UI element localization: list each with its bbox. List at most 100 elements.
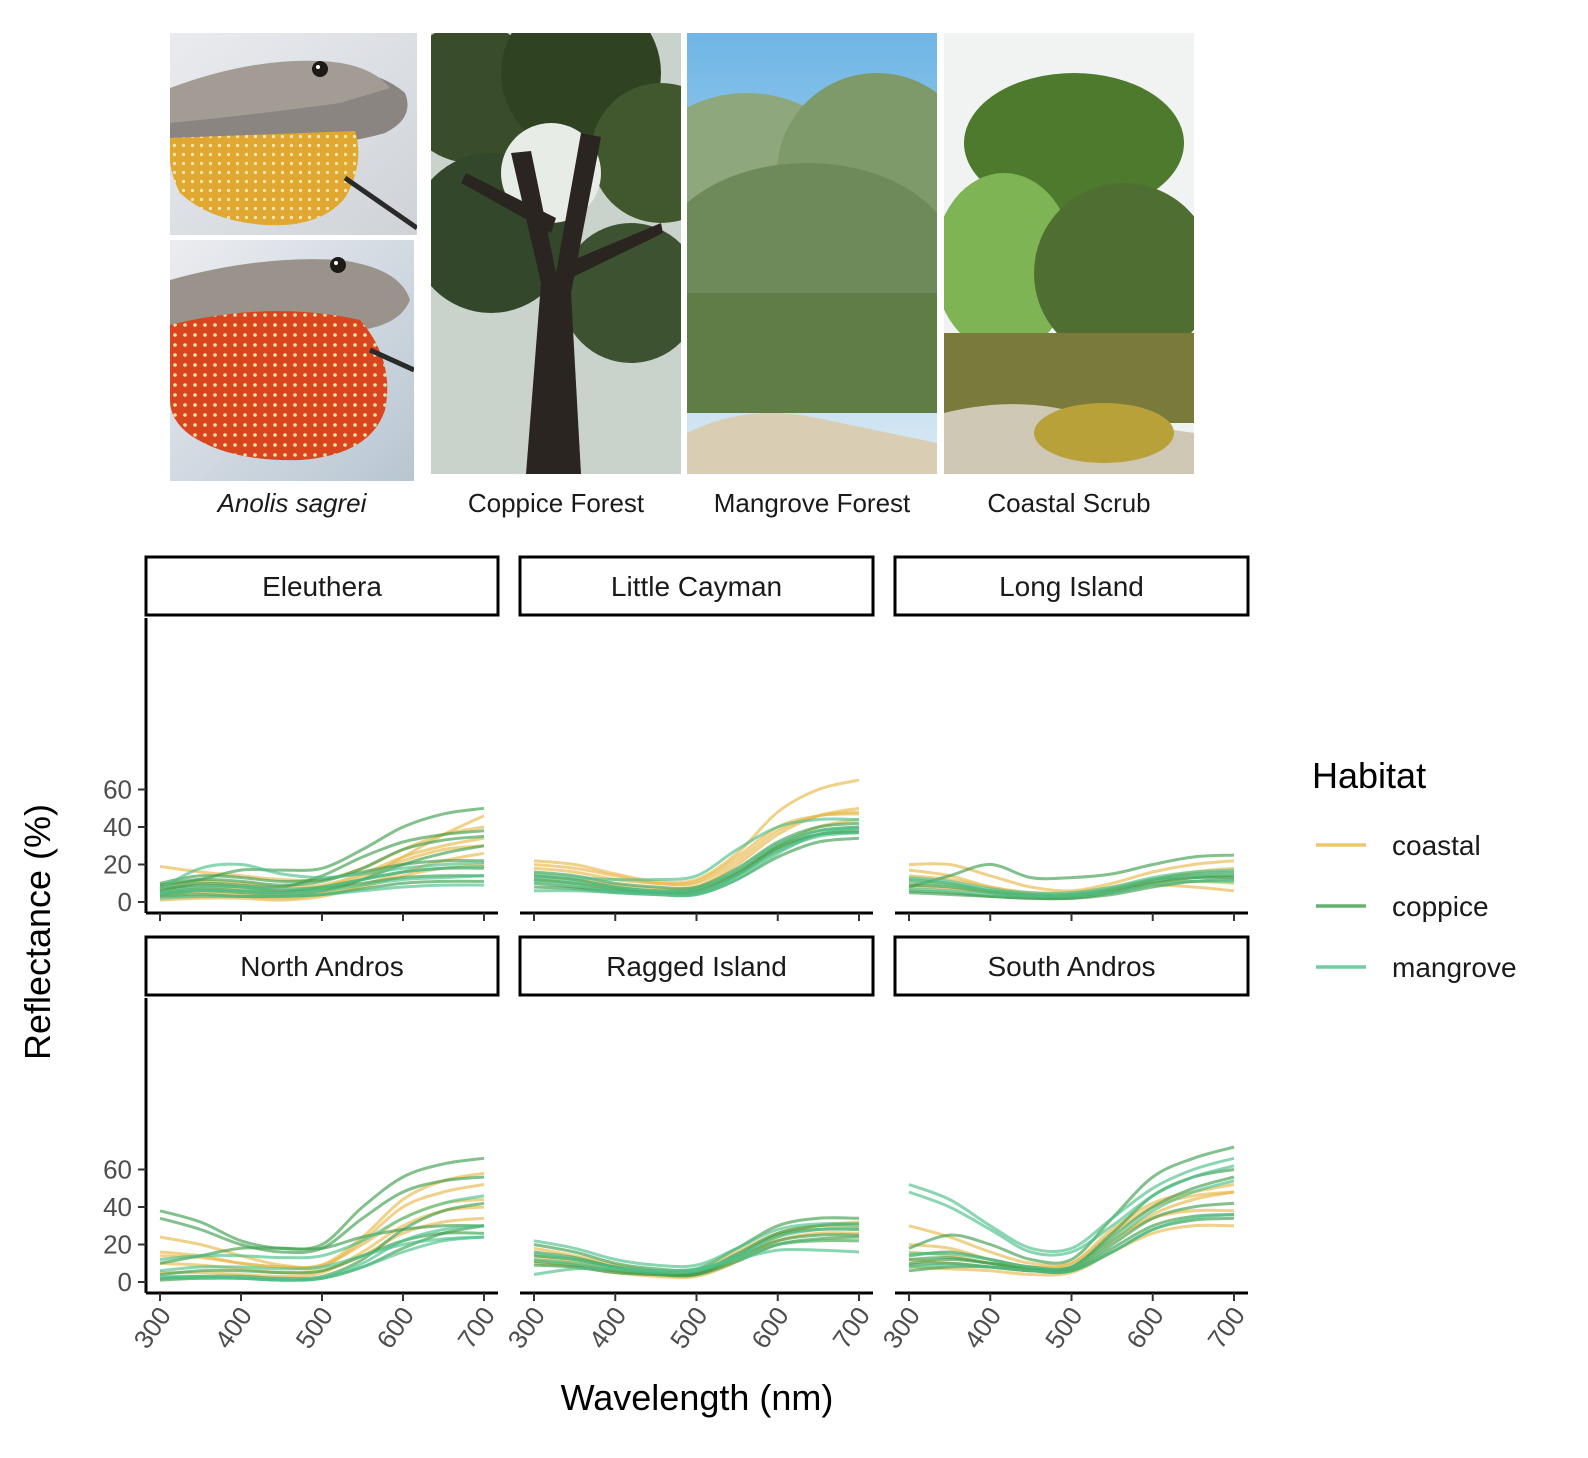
caption-coppice-forest: Coppice Forest (467, 488, 645, 518)
series-line-mangrove (908, 1164, 1235, 1257)
mangrove-forest-illustration (687, 33, 937, 474)
facet-strip (893, 555, 1250, 617)
facet-panels: Eleuthera 0 20 40 60 Little Cayman Long Island… (103, 555, 1251, 1354)
anole-dewlap-photo-yellow (170, 33, 417, 235)
panel-ragged-island: Ragged Island 300 400 500 600 700 (501, 935, 876, 1354)
panel-south-andros: South Andros 300 400 500 600 700 (876, 935, 1251, 1354)
x-tick-label: 500 (289, 1301, 338, 1354)
series-line-coastal (908, 859, 1235, 893)
series-line-mangrove (159, 874, 485, 896)
y-tick-label: 60 (103, 1155, 132, 1185)
facet-strip-label: Long Island (999, 571, 1144, 602)
y-tick-label: 60 (103, 775, 132, 805)
facet-strip-label: Eleuthera (262, 571, 382, 602)
legend-label-coastal: coastal (1392, 830, 1481, 861)
y-tick-label: 40 (103, 1192, 132, 1222)
series-line-mangrove (908, 879, 1235, 899)
x-tick-label: 400 (583, 1301, 632, 1354)
series-line-mangrove (908, 1213, 1235, 1274)
facet-strip-label: Ragged Island (606, 951, 787, 982)
facet-strip (144, 555, 500, 617)
series-line-coastal (159, 836, 485, 889)
anole-yellow-illustration (170, 33, 417, 235)
panel-long-island: Long Island (893, 555, 1250, 921)
coastal-scrub-photo (944, 33, 1194, 474)
x-tick-label: 400 (208, 1301, 257, 1354)
x-tick-label: 700 (826, 1301, 875, 1354)
series-line-mangrove (533, 827, 860, 893)
y-tick-label: 0 (118, 887, 132, 917)
x-tick-label: 300 (876, 1301, 925, 1354)
mangrove-forest-photo (687, 33, 937, 474)
series-line-coastal (533, 778, 860, 885)
series-line-coppice (908, 1201, 1235, 1273)
legend-label-coppice: coppice (1392, 891, 1489, 922)
series-line-coppice (908, 1145, 1235, 1265)
series-line-mangrove (533, 1226, 860, 1275)
x-tick-label: 500 (1039, 1301, 1088, 1354)
facet-strip (518, 935, 875, 997)
series-line-mangrove (533, 1221, 860, 1269)
series-line-coppice (159, 829, 485, 893)
caption-mangrove-forest: Mangrove Forest (713, 488, 911, 518)
series-line-mangrove (159, 1235, 485, 1273)
legend-title: Habitat (1312, 755, 1426, 796)
y-tick-label: 0 (118, 1267, 132, 1297)
x-tick-label: 500 (664, 1301, 713, 1354)
series-group (159, 806, 485, 902)
panel-eleuthera: Eleuthera 0 20 40 60 (103, 555, 500, 921)
y-tick-label: 40 (103, 812, 132, 842)
x-tick-label: 600 (745, 1301, 794, 1354)
series-line-mangrove (908, 1156, 1235, 1254)
series-group (908, 1145, 1235, 1277)
series-group (908, 853, 1235, 901)
series-line-mangrove (159, 861, 485, 891)
caption-coastal-scrub: Coastal Scrub (987, 488, 1151, 518)
y-tick-label: 20 (103, 1230, 132, 1260)
series-line-mangrove (533, 1238, 860, 1276)
panel-north-andros: North Andros 0 20 40 60 300 400 500 600 700 (103, 935, 501, 1354)
facet-strip (144, 935, 500, 997)
coppice-forest-illustration (431, 33, 681, 474)
series-line-mangrove (159, 1235, 485, 1282)
x-tick-label: 300 (501, 1301, 550, 1354)
series-line-mangrove (908, 868, 1235, 895)
x-tick-label: 700 (451, 1301, 500, 1354)
y-tick-label: 20 (103, 850, 132, 880)
series-line-coppice (533, 831, 860, 895)
facet-strip-label: Little Cayman (611, 571, 782, 602)
series-line-coppice (908, 853, 1235, 889)
facet-strip-label: North Andros (240, 951, 403, 982)
series-line-mangrove (908, 1179, 1235, 1271)
caption-anolis-sagrei: Anolis sagrei (217, 488, 367, 518)
legend: Habitat coastal coppice mangrove (1312, 755, 1517, 983)
x-tick-label: 400 (958, 1301, 1007, 1354)
facet-strip (518, 555, 875, 617)
coastal-scrub-illustration (944, 33, 1194, 474)
series-line-mangrove (159, 883, 485, 900)
series-line-coppice (159, 1231, 485, 1276)
series-line-mangrove (908, 872, 1235, 897)
series-line-coppice (159, 1156, 485, 1251)
x-tick-label: 700 (1201, 1301, 1250, 1354)
series-line-coppice (159, 858, 485, 885)
series-group (533, 778, 860, 898)
series-group (159, 1156, 485, 1282)
x-axis-label: Wavelength (nm) (561, 1377, 834, 1418)
reflectance-chart: Eleuthera 0 20 40 60 Little Cayman Long Island… (17, 555, 1517, 1418)
facet-strip-label: South Andros (987, 951, 1155, 982)
series-line-mangrove (533, 825, 860, 898)
series-line-coastal (908, 1223, 1235, 1277)
series-group (533, 1216, 860, 1280)
series-line-mangrove (159, 864, 485, 895)
anole-red-illustration (170, 240, 414, 481)
panel-little-cayman: Little Cayman (518, 555, 875, 921)
anole-dewlap-photo-red (170, 240, 414, 481)
y-axis-label: Reflectance (%) (17, 804, 58, 1060)
coppice-forest-photo (431, 33, 681, 474)
series-line-mangrove (533, 817, 860, 882)
series-line-coppice (159, 834, 485, 887)
x-tick-label: 300 (127, 1301, 176, 1354)
series-line-mangrove (159, 1194, 485, 1261)
facet-strip (893, 935, 1250, 997)
